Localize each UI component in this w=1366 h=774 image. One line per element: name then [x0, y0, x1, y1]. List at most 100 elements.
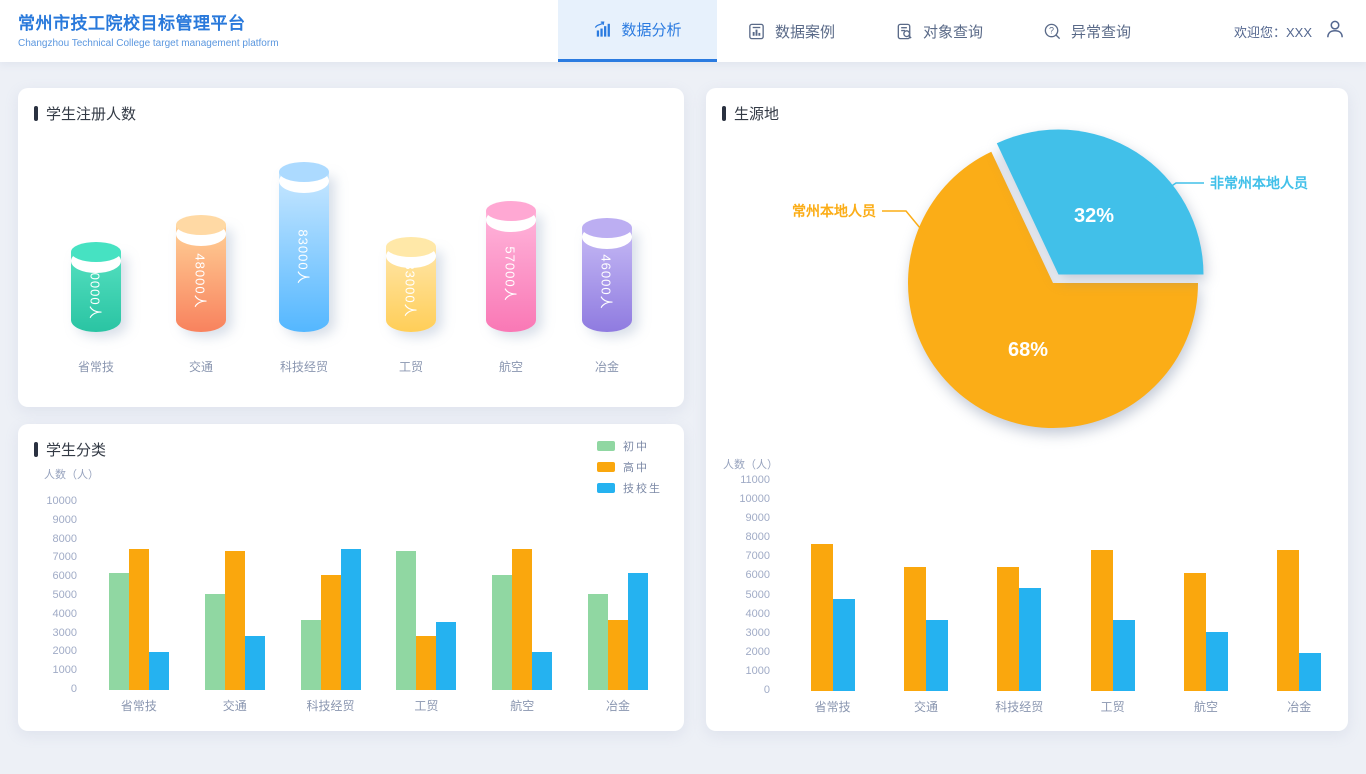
- y-axis-tick: 9000: [52, 513, 77, 526]
- bar[interactable]: [832, 599, 855, 691]
- bar[interactable]: [492, 575, 513, 690]
- y-axis-title: 人数（人）: [723, 459, 778, 471]
- cylinder-chart: 30000人 省常技 48000人 交通 83000人 科技经贸 33000人 …: [18, 88, 684, 407]
- category-label: 工贸: [414, 699, 439, 713]
- cylinder-value-label: 46000人: [598, 254, 614, 310]
- origin-pie-chart: 32% 68% 常州本地人员 非常州本地人员: [792, 129, 1308, 429]
- legend-item[interactable]: 技校生: [597, 480, 662, 496]
- cylinder-value-label: 48000人: [192, 252, 208, 309]
- category-label: 航空: [510, 699, 535, 713]
- category-label: 省常技: [120, 699, 157, 713]
- bar[interactable]: [628, 573, 649, 690]
- nav-tab-object-query[interactable]: 对象查询: [865, 0, 1013, 62]
- top-header: 常州市技工院校目标管理平台 Changzhou Technical Colleg…: [0, 0, 1366, 62]
- bar-group: 交通: [204, 502, 265, 713]
- document-chart-icon: [747, 22, 766, 41]
- bar[interactable]: [340, 549, 361, 690]
- title-marker: [722, 106, 726, 121]
- user-icon[interactable]: [1324, 18, 1346, 45]
- y-axis-tick: 2000: [52, 645, 77, 658]
- pie-label-local: 常州本地人员: [792, 203, 876, 219]
- y-axis-tick: 1000: [52, 664, 77, 677]
- bar[interactable]: [1112, 620, 1135, 691]
- cylinder-value-label: 83000人: [295, 229, 311, 285]
- nav-tab-data-cases[interactable]: 数据案例: [717, 0, 865, 62]
- bar[interactable]: [810, 544, 833, 691]
- bar-chart-arrow-icon: [593, 20, 612, 39]
- pie-slice-non-local[interactable]: [996, 129, 1204, 275]
- category-label: 工贸: [1100, 700, 1125, 714]
- category-label: 科技经贸: [306, 699, 355, 713]
- bar-group: 交通: [903, 481, 948, 714]
- bar-group: 冶金: [588, 502, 649, 713]
- nav-tab-anomaly-query[interactable]: ? 异常查询: [1013, 0, 1161, 62]
- cylinder-top-ellipse: [486, 201, 536, 221]
- cylinder-top-ellipse: [582, 218, 632, 238]
- bar[interactable]: [108, 573, 129, 690]
- bar-group: 工贸: [1090, 481, 1135, 714]
- bar[interactable]: [148, 652, 169, 690]
- category-label: 交通: [913, 700, 938, 714]
- bar[interactable]: [997, 566, 1020, 691]
- bar[interactable]: [1277, 549, 1300, 691]
- cylinder-bar[interactable]: 57000人: [486, 201, 536, 332]
- bar[interactable]: [588, 594, 609, 690]
- bar-group: 航空: [492, 502, 553, 713]
- nav-tab-data-analysis[interactable]: 数据分析: [558, 0, 717, 62]
- y-axis-tick: 8000: [745, 531, 770, 544]
- bar[interactable]: [1019, 587, 1042, 691]
- y-axis-tick: 10000: [46, 495, 77, 507]
- cylinder-top-ellipse: [176, 215, 226, 235]
- cylinder-bar[interactable]: 83000人: [279, 162, 329, 332]
- cylinder-bar[interactable]: 48000人: [176, 215, 226, 332]
- bar[interactable]: [1205, 631, 1228, 691]
- card-student-registration: 学生注册人数 30000人 省常技 48000人 交通 83000人 科技经贸 …: [18, 88, 684, 407]
- bar[interactable]: [903, 566, 926, 691]
- legend-label: 技校生: [623, 483, 662, 495]
- nav-tab-label: 数据案例: [775, 23, 836, 41]
- cylinder-bar[interactable]: 30000人: [71, 242, 121, 332]
- bar[interactable]: [1299, 652, 1322, 691]
- bar-group: 工贸: [396, 502, 457, 713]
- nav-tab-label: 异常查询: [1071, 23, 1132, 41]
- bar[interactable]: [320, 575, 341, 690]
- card-title-text: 生源地: [734, 106, 780, 123]
- bar-group: 科技经贸: [300, 502, 361, 713]
- bar-group: 科技经贸: [995, 481, 1043, 714]
- bar[interactable]: [532, 652, 553, 690]
- legend-item[interactable]: 高中: [597, 459, 662, 475]
- card-title: 生源地: [722, 103, 779, 124]
- pie-slice-local[interactable]: [908, 151, 1198, 429]
- bar[interactable]: [1090, 549, 1113, 691]
- legend-item[interactable]: 初中: [597, 438, 662, 454]
- bar[interactable]: [300, 620, 321, 690]
- y-axis-tick: 8000: [52, 532, 77, 545]
- cylinder-bar[interactable]: 33000人: [386, 237, 436, 332]
- bar[interactable]: [925, 620, 948, 691]
- cylinder-bar[interactable]: 46000人: [582, 218, 632, 332]
- bar[interactable]: [128, 549, 149, 690]
- bar[interactable]: [436, 622, 457, 690]
- y-axis-tick: 5000: [52, 589, 77, 601]
- bar-group: 省常技: [810, 481, 855, 714]
- bar[interactable]: [512, 549, 533, 690]
- bar[interactable]: [1183, 572, 1206, 691]
- brand: 常州市技工院校目标管理平台 Changzhou Technical Colleg…: [18, 9, 279, 49]
- category-label: 冶金: [1287, 700, 1312, 714]
- y-axis-tick: 5000: [745, 588, 770, 601]
- bar[interactable]: [608, 620, 629, 690]
- y-axis-tick: 9000: [745, 512, 770, 525]
- bar[interactable]: [204, 594, 225, 690]
- bar[interactable]: [224, 550, 245, 690]
- legend-swatch: [597, 462, 615, 472]
- title-marker: [34, 106, 38, 121]
- bar[interactable]: [244, 635, 265, 690]
- card-title: 学生注册人数: [34, 103, 136, 124]
- y-axis-tick: 0: [763, 684, 770, 696]
- bar[interactable]: [396, 550, 417, 690]
- y-axis-tick: 4000: [745, 607, 770, 620]
- bar[interactable]: [416, 635, 437, 690]
- category-label: 交通: [188, 360, 213, 374]
- y-axis-tick: 6000: [52, 570, 77, 583]
- category-label: 科技经贸: [279, 360, 328, 374]
